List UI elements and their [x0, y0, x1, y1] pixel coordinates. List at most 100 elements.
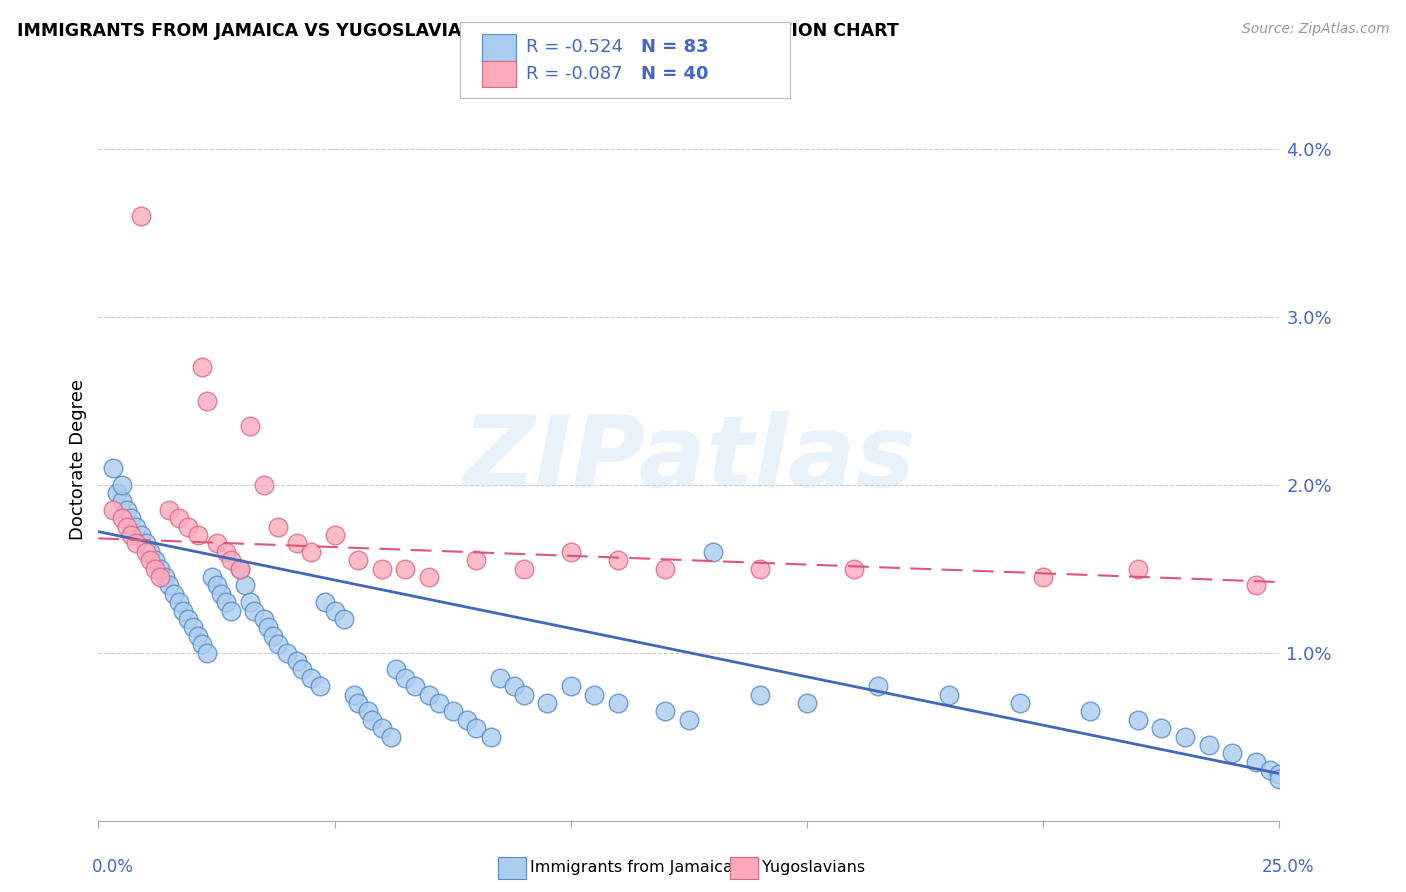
- Point: [1220, 747, 1243, 761]
- Point: [149, 570, 172, 584]
- Point: [101, 460, 124, 475]
- Point: [938, 688, 960, 702]
- Point: [607, 553, 630, 567]
- Text: IMMIGRANTS FROM JAMAICA VS YUGOSLAVIAN DOCTORATE DEGREE CORRELATION CHART: IMMIGRANTS FROM JAMAICA VS YUGOSLAVIAN D…: [17, 22, 898, 40]
- Point: [233, 578, 256, 592]
- Point: [1126, 561, 1149, 575]
- Point: [149, 561, 172, 575]
- Point: [314, 595, 336, 609]
- Point: [347, 696, 370, 710]
- Point: [607, 696, 630, 710]
- Point: [115, 519, 138, 533]
- Point: [209, 587, 232, 601]
- Point: [172, 604, 194, 618]
- Point: [1008, 696, 1031, 710]
- Text: R = -0.087: R = -0.087: [526, 65, 640, 83]
- Point: [111, 494, 134, 508]
- Point: [465, 721, 488, 735]
- Point: [1258, 763, 1281, 777]
- Point: [357, 705, 380, 719]
- Text: R = -0.524: R = -0.524: [526, 38, 640, 56]
- Text: Yugoslavians: Yugoslavians: [762, 860, 865, 874]
- Point: [276, 646, 298, 660]
- Point: [1150, 721, 1173, 735]
- Point: [139, 545, 162, 559]
- Point: [583, 688, 606, 702]
- Point: [1032, 570, 1054, 584]
- Point: [191, 359, 214, 374]
- Point: [654, 705, 676, 719]
- Point: [404, 679, 426, 693]
- Point: [309, 679, 332, 693]
- Point: [380, 730, 402, 744]
- Point: [748, 688, 770, 702]
- Text: ZIPatlas: ZIPatlas: [463, 411, 915, 508]
- Point: [371, 561, 394, 575]
- Point: [342, 688, 364, 702]
- Point: [512, 561, 534, 575]
- Point: [177, 612, 200, 626]
- Point: [135, 545, 157, 559]
- Point: [479, 730, 502, 744]
- Point: [195, 393, 218, 408]
- Point: [205, 578, 228, 592]
- Point: [489, 671, 512, 685]
- Point: [219, 604, 242, 618]
- Point: [121, 511, 143, 525]
- Point: [1198, 738, 1220, 752]
- Point: [503, 679, 526, 693]
- Point: [427, 696, 450, 710]
- Point: [394, 561, 416, 575]
- Point: [253, 477, 276, 491]
- Point: [333, 612, 356, 626]
- Point: [844, 561, 866, 575]
- Point: [125, 536, 148, 550]
- Point: [181, 620, 204, 634]
- Point: [512, 688, 534, 702]
- Y-axis label: Doctorate Degree: Doctorate Degree: [69, 379, 87, 540]
- Point: [125, 519, 148, 533]
- Point: [153, 570, 176, 584]
- Point: [177, 519, 200, 533]
- Point: [456, 713, 478, 727]
- Point: [201, 570, 224, 584]
- Point: [229, 561, 252, 575]
- Point: [654, 561, 676, 575]
- Point: [361, 713, 384, 727]
- Point: [702, 545, 724, 559]
- Point: [215, 545, 238, 559]
- Point: [229, 561, 252, 575]
- Point: [465, 553, 488, 567]
- Point: [394, 671, 416, 685]
- Text: 25.0%: 25.0%: [1263, 858, 1315, 876]
- Point: [143, 561, 166, 575]
- Point: [678, 713, 700, 727]
- Point: [323, 604, 346, 618]
- Text: N = 83: N = 83: [641, 38, 709, 56]
- Text: 0.0%: 0.0%: [91, 858, 134, 876]
- Point: [418, 570, 440, 584]
- Point: [299, 545, 322, 559]
- Point: [1268, 766, 1291, 780]
- Point: [323, 528, 346, 542]
- Point: [1126, 713, 1149, 727]
- Point: [1080, 705, 1102, 719]
- Text: Immigrants from Jamaica: Immigrants from Jamaica: [530, 860, 733, 874]
- Point: [243, 604, 266, 618]
- Point: [1244, 578, 1267, 592]
- Point: [157, 578, 180, 592]
- Point: [135, 536, 157, 550]
- Point: [167, 511, 190, 525]
- Point: [267, 637, 290, 651]
- Text: N = 40: N = 40: [641, 65, 709, 83]
- Point: [560, 679, 582, 693]
- Point: [796, 696, 818, 710]
- Point: [290, 662, 312, 676]
- Point: [157, 503, 180, 517]
- Point: [215, 595, 238, 609]
- Point: [115, 503, 138, 517]
- Point: [239, 595, 262, 609]
- Point: [105, 486, 128, 500]
- Point: [347, 553, 370, 567]
- Point: [385, 662, 408, 676]
